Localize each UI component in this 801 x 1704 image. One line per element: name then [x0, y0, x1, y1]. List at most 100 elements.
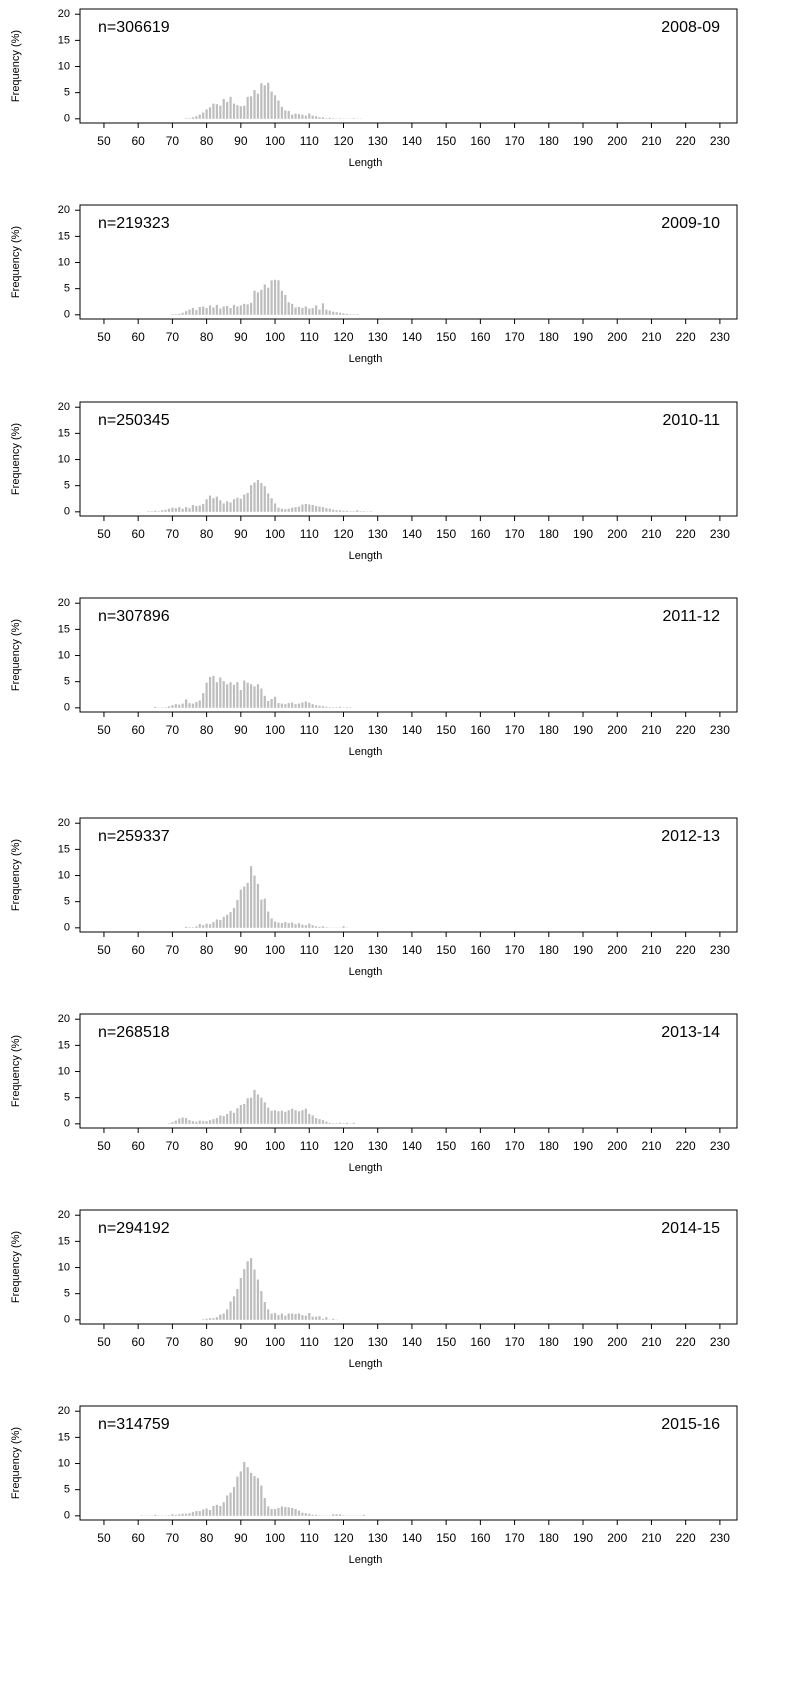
- bar: [184, 1118, 188, 1124]
- bar: [267, 911, 270, 928]
- x-tick-label: 180: [539, 943, 559, 957]
- bar: [362, 511, 366, 512]
- bar: [174, 508, 177, 512]
- bar: [181, 508, 184, 512]
- bar: [236, 105, 239, 119]
- x-tick-label: 130: [368, 1531, 388, 1545]
- bar: [267, 287, 270, 315]
- bar: [253, 290, 256, 315]
- bar: [167, 706, 171, 708]
- bar: [184, 926, 188, 928]
- bar: [191, 703, 195, 708]
- bar: [328, 707, 331, 708]
- bar: [342, 926, 345, 928]
- x-tick-label: 80: [200, 134, 214, 148]
- bar: [249, 1472, 253, 1516]
- x-tick-label: 210: [641, 943, 661, 957]
- x-tick-label: 60: [131, 1335, 145, 1349]
- x-tick-label: 210: [641, 723, 661, 737]
- bar: [277, 280, 280, 315]
- bar: [345, 1122, 349, 1124]
- bar: [202, 1509, 205, 1516]
- bar: [184, 311, 188, 315]
- x-tick-label: 200: [607, 134, 627, 148]
- bar: [198, 924, 201, 928]
- bar: [205, 923, 208, 928]
- bar: [280, 508, 283, 512]
- bar: [297, 1111, 301, 1124]
- bar: [243, 1461, 246, 1516]
- x-tick-label: 110: [300, 943, 319, 957]
- x-tick-label: 160: [470, 1139, 490, 1153]
- y-tick-label: 5: [64, 1288, 70, 1300]
- bar: [352, 511, 355, 512]
- y-axis-label: Frequency (%): [10, 423, 22, 495]
- bar: [246, 1261, 249, 1320]
- bar: [287, 1507, 290, 1516]
- x-tick-label: 110: [300, 1531, 319, 1545]
- x-tick-label: 70: [166, 943, 180, 957]
- bar: [263, 486, 266, 512]
- sample-size-label: n=307896: [98, 608, 170, 625]
- bar: [297, 114, 301, 119]
- bar: [260, 1291, 263, 1320]
- y-tick-label: 5: [64, 676, 70, 688]
- x-tick-label: 100: [265, 1139, 285, 1153]
- bar: [260, 483, 263, 512]
- bar: [267, 1506, 270, 1516]
- bar: [277, 922, 280, 928]
- x-tick-label: 150: [436, 943, 456, 957]
- y-tick-label: 10: [58, 869, 70, 881]
- bar: [212, 675, 215, 708]
- y-tick-label: 0: [64, 1118, 70, 1130]
- y-axis-label: Frequency (%): [10, 30, 22, 102]
- bar: [315, 705, 318, 708]
- x-tick-label: 50: [97, 1139, 111, 1153]
- x-tick-label: 150: [436, 527, 456, 541]
- plot-frame: [79, 597, 738, 713]
- x-tick-label: 50: [97, 1335, 111, 1349]
- bar: [291, 1108, 294, 1124]
- bar: [229, 502, 232, 512]
- x-tick-label: 210: [641, 1335, 661, 1349]
- bar: [328, 310, 331, 315]
- bar: [284, 1111, 287, 1124]
- x-tick-label: 140: [402, 1139, 422, 1153]
- bar: [188, 1513, 191, 1516]
- bar: [215, 496, 218, 512]
- x-tick-label: 70: [166, 1335, 180, 1349]
- bar: [297, 1510, 301, 1516]
- bar: [362, 1514, 366, 1516]
- x-tick-label: 50: [97, 943, 111, 957]
- bar: [181, 703, 184, 708]
- bar: [236, 497, 239, 512]
- bar: [215, 1317, 218, 1320]
- bar: [287, 1110, 290, 1124]
- bar: [249, 302, 253, 315]
- y-axis-label: Frequency (%): [10, 1035, 22, 1107]
- bar: [154, 706, 157, 708]
- bar: [325, 508, 328, 512]
- bar: [335, 1123, 338, 1124]
- bar: [267, 701, 270, 708]
- x-tick-label: 150: [436, 330, 456, 344]
- bar: [311, 704, 314, 708]
- bar: [267, 1107, 270, 1124]
- x-tick-label: 160: [470, 943, 490, 957]
- bar: [184, 699, 188, 708]
- bar: [239, 889, 242, 928]
- y-tick-label: 0: [64, 702, 70, 714]
- x-tick-label: 120: [333, 1139, 353, 1153]
- x-tick-label: 70: [166, 723, 180, 737]
- bar: [181, 1117, 184, 1124]
- bar: [236, 1288, 239, 1320]
- x-tick-label: 100: [265, 1335, 285, 1349]
- bar: [260, 899, 263, 928]
- bar: [277, 100, 280, 119]
- x-tick-label: 100: [265, 134, 285, 148]
- bar: [277, 703, 280, 708]
- bar: [184, 507, 188, 512]
- bar: [263, 1102, 266, 1124]
- bar: [222, 1313, 225, 1320]
- bar: [232, 684, 236, 708]
